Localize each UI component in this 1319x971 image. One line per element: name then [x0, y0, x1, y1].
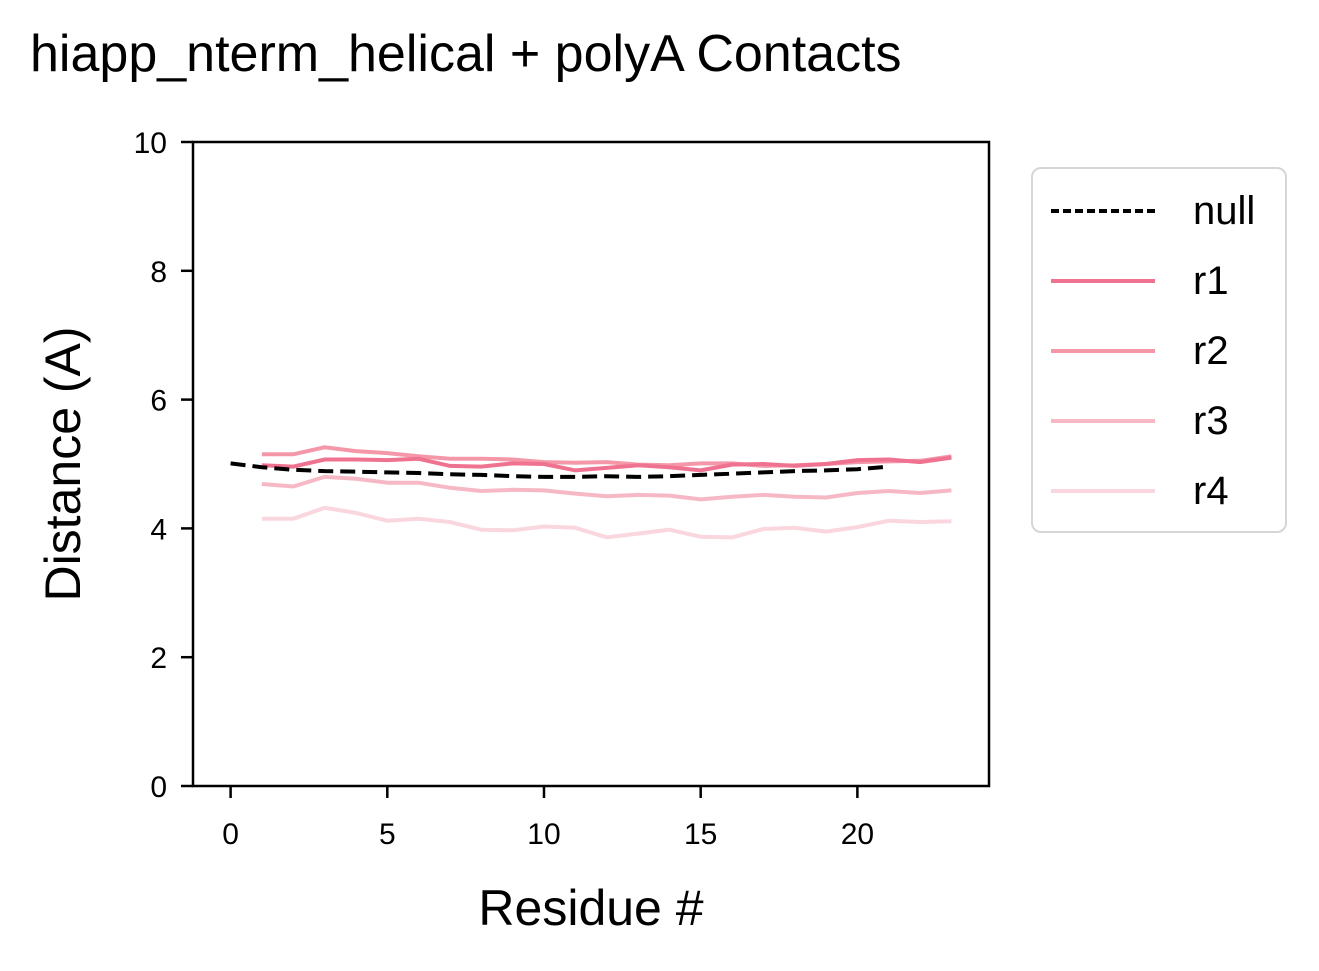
y-tick-label: 0	[150, 771, 167, 804]
legend-item-r3: r3	[1033, 391, 1285, 451]
legend-item-r4: r4	[1033, 461, 1285, 521]
x-tick-label: 15	[684, 818, 717, 851]
y-tick-label: 4	[150, 513, 167, 546]
legend-swatch	[1051, 209, 1155, 213]
legend-label: r2	[1193, 329, 1229, 373]
legend-item-null: null	[1033, 181, 1285, 241]
series-line-r4	[261, 505, 952, 540]
legend-swatch	[1051, 279, 1155, 283]
legend-label: null	[1193, 189, 1256, 233]
x-tick-label: 20	[841, 818, 874, 851]
plot-frame	[191, 140, 991, 788]
legend-label: r1	[1193, 259, 1229, 303]
legend-item-r1: r1	[1033, 251, 1285, 311]
x-tick-label: 5	[379, 818, 396, 851]
x-axis-label: Residue #	[478, 880, 703, 936]
legend-swatch	[1051, 349, 1155, 353]
y-tick-label: 6	[150, 385, 167, 418]
legend: null r1 r2 r3 r4	[1031, 167, 1287, 533]
chart-title: hiapp_nterm_helical + polyA Contacts	[30, 25, 902, 83]
legend-swatch	[1051, 419, 1155, 423]
y-axis-label: Distance (A)	[35, 326, 91, 601]
series-line-r1	[261, 455, 952, 473]
x-tick-label: 10	[527, 818, 560, 851]
y-tick-label: 8	[150, 256, 167, 289]
legend-label: r3	[1193, 399, 1229, 443]
x-tick-label: 0	[222, 818, 239, 851]
legend-swatch	[1051, 489, 1155, 493]
axis-layer: 0 5 10 15 20 0 2 4 6 8 10	[134, 127, 874, 851]
legend-label: r4	[1193, 469, 1229, 513]
y-tick-label: 10	[134, 127, 167, 160]
legend-item-r2: r2	[1033, 321, 1285, 381]
series-layer	[230, 445, 952, 540]
series-line-null	[230, 461, 889, 479]
y-tick-label: 2	[150, 642, 167, 675]
series-line-r3	[261, 474, 952, 502]
